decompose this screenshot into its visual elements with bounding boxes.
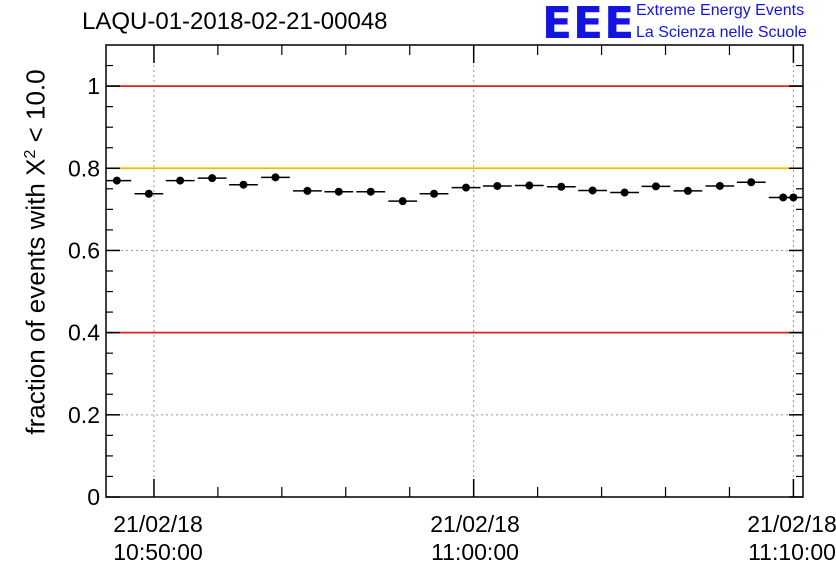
y-tick-label: 0.6 <box>68 237 100 263</box>
y-axis-label: fraction of events with X2 < 10.0 <box>21 69 52 434</box>
y-tick-label: 0.8 <box>68 155 100 181</box>
data-point <box>588 186 597 195</box>
x-tick-date: 21/02/18 <box>747 511 836 537</box>
data-point <box>208 174 217 183</box>
logo-line-2: La Scienza nelle Scuole <box>636 24 807 41</box>
y-tick-label: 0.4 <box>68 320 100 346</box>
plot-frame <box>105 44 804 498</box>
y-tick-label: 1 <box>87 73 100 99</box>
y-tick-label: 0 <box>87 484 100 510</box>
x-tick-label-0: 21/02/18 10:50:00 <box>113 510 203 566</box>
logo-line-1: Extreme Energy Events <box>636 2 805 19</box>
reference-lines <box>106 85 803 334</box>
data-point <box>239 180 248 189</box>
data-point <box>462 183 471 192</box>
x-tick-time: 11:10:00 <box>748 539 836 565</box>
x-tick-date: 21/02/18 <box>430 511 520 537</box>
grid <box>106 45 803 497</box>
x-tick-time: 10:50:00 <box>113 539 203 565</box>
y-axis-label-tail: < 10.0 <box>20 69 51 150</box>
data-point <box>398 197 407 206</box>
data-point <box>651 182 660 191</box>
data-point <box>525 181 534 190</box>
data-point <box>620 188 629 197</box>
chart-title: LAQU-01-2018-02-21-00048 <box>82 8 388 35</box>
y-tick-label: 0.2 <box>68 402 100 428</box>
x-tick-label-1: 21/02/18 11:00:00 <box>430 510 520 566</box>
y-axis-label-text: fraction of events with X <box>20 158 51 435</box>
data-point <box>747 178 756 187</box>
x-tick-date: 21/02/18 <box>113 511 203 537</box>
data-point <box>271 173 280 182</box>
data-point <box>303 186 312 195</box>
data-point <box>493 181 502 190</box>
data-point <box>430 189 439 198</box>
y-axis-label-sup: 2 <box>21 149 39 159</box>
data-point <box>144 189 153 198</box>
data-point <box>334 187 343 196</box>
data-point <box>366 187 375 196</box>
x-tick-time: 11:00:00 <box>431 539 519 565</box>
eee-logo: EEE <box>542 0 636 49</box>
data-point <box>176 176 185 185</box>
data-point <box>557 182 566 191</box>
data-point <box>683 186 692 195</box>
y-tick-labels: 0 0.2 0.4 0.6 0.8 1 <box>68 73 100 510</box>
data-point <box>789 193 798 202</box>
axis-ticks <box>106 45 803 498</box>
data-points <box>106 173 803 206</box>
data-point <box>715 181 724 190</box>
x-tick-label-2: 21/02/18 11:10:00 <box>747 510 836 566</box>
data-point <box>112 176 121 185</box>
